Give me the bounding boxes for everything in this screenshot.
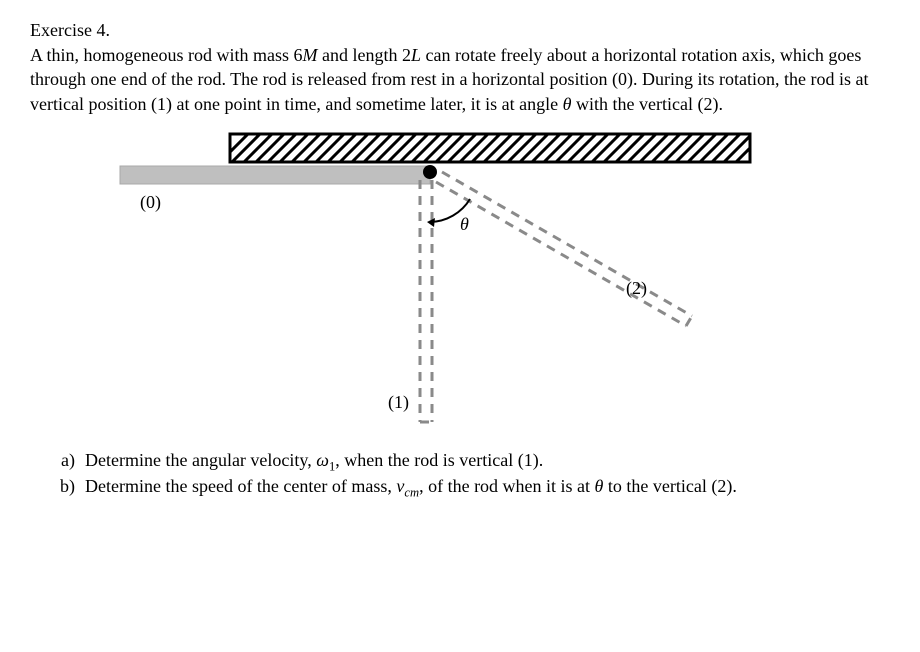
questions-block: a) Determine the angular velocity, ω1, w…	[30, 450, 890, 501]
qb-t2: , of the rod when it is at	[419, 476, 594, 496]
qa-omega: ω	[316, 450, 329, 470]
text-p1: A thin, homogeneous rod with mass 6	[30, 45, 303, 65]
pivot-point	[423, 165, 437, 179]
question-b: b) Determine the speed of the center of …	[30, 476, 890, 501]
rod-position-1	[420, 180, 432, 422]
qb-t1: Determine the speed of the center of mas…	[85, 476, 396, 496]
exercise-title: Exercise 4.	[30, 20, 890, 41]
qa-t1: Determine the angular velocity,	[85, 450, 316, 470]
figure-svg	[70, 122, 850, 442]
ceiling-hatching	[220, 134, 764, 162]
mass-symbol: M	[303, 45, 318, 65]
question-a: a) Determine the angular velocity, ω1, w…	[30, 450, 890, 475]
label-theta: θ	[460, 214, 469, 235]
theta-symbol: θ	[563, 94, 572, 114]
length-symbol: L	[411, 45, 421, 65]
qb-subcm: cm	[404, 486, 419, 500]
rod-position-0	[120, 166, 430, 184]
label-pos1: (1)	[388, 392, 409, 413]
question-b-letter: b)	[30, 476, 85, 501]
qb-t3: to the vertical (2).	[603, 476, 736, 496]
figure: (0) (1) (2) θ	[70, 122, 850, 442]
text-p4: with the vertical (2).	[572, 94, 723, 114]
question-b-text: Determine the speed of the center of mas…	[85, 476, 890, 501]
rod-position-2	[436, 172, 692, 326]
qa-t2: , when the rod is vertical (1).	[335, 450, 543, 470]
label-pos2: (2)	[626, 278, 647, 299]
text-p2: and length 2	[318, 45, 411, 65]
label-pos0: (0)	[140, 192, 161, 213]
question-a-letter: a)	[30, 450, 85, 475]
problem-statement: A thin, homogeneous rod with mass 6M and…	[30, 43, 890, 116]
question-a-text: Determine the angular velocity, ω1, when…	[85, 450, 890, 475]
